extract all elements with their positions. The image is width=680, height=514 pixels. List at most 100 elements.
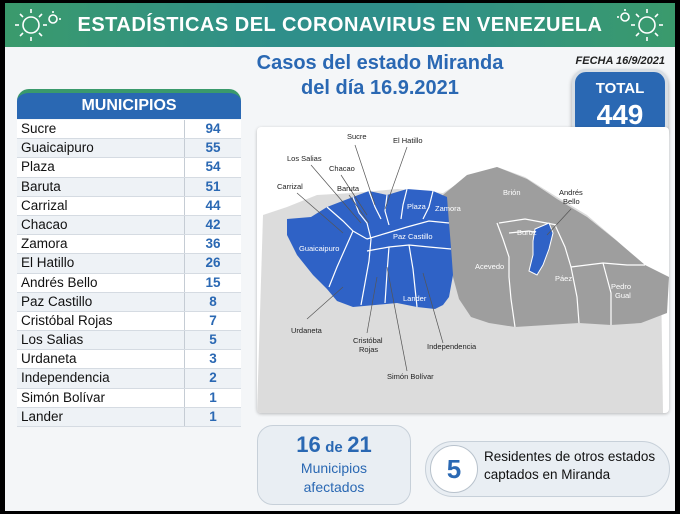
total-label: TOTAL [595,80,645,97]
afectados-total: 21 [347,432,372,457]
municipio-cases: 1 [209,408,217,424]
municipio-name: Baruta [17,177,185,196]
municipio-cases: 3 [209,351,217,367]
map-labels-inner: Plaza Zamora Guaicaipuro Paz Castillo La… [299,188,631,303]
table-row: Urdaneta 3 [17,350,241,370]
municipio-name: Simón Bolívar [17,388,185,407]
municipios-header: MUNICIPIOS [17,89,241,119]
map-label-simon-bolivar: Simón Bolívar [387,372,434,381]
map-labels: Sucre El Hatillo Los Salias Chacao Carri… [277,132,583,381]
municipio-name: Sucre [17,120,185,139]
map-label-buroz: Buroz [517,228,537,237]
infographic: ESTADÍSTICAS DEL CORONAVIRUS EN VENEZUEL… [5,3,675,511]
afectados-line-1: Municipios [300,460,368,476]
map-label-paz-castillo: Paz Castillo [393,232,433,241]
map-label-baruta: Baruta [337,184,360,193]
table-row: Lander 1 [17,407,241,427]
municipio-name: Carrizal [17,196,185,215]
map-label-pedro-gual-1: Pedro [611,282,631,291]
table-row: Carrizal 44 [17,196,241,216]
miranda-map: Sucre El Hatillo Los Salias Chacao Carri… [257,127,669,413]
map-label-zamora: Zamora [435,204,462,213]
map-label-brion: Brión [503,188,521,197]
municipio-name: Cristóbal Rojas [17,311,185,331]
table-row: Zamora 36 [17,235,241,255]
table-row: Independencia 2 [17,369,241,389]
municipio-name: Lander [17,407,185,426]
table-row: Los Salias 5 [17,331,241,351]
residentes-count: 5 [430,445,478,493]
table-row: Guaicaipuro 55 [17,139,241,159]
map-label-lander: Lander [403,294,427,303]
municipios-afectados-box: 16 de 21 Municipios afectados [257,425,411,505]
table-row: Sucre 94 [17,120,241,140]
table-row: Simón Bolívar 1 [17,388,241,408]
municipio-cases: 94 [205,121,221,136]
residentes-line-2: captados en Miranda [484,467,611,482]
map-leader-lines [296,144,572,372]
map-label-andres-bello-1: Andrés [559,188,583,197]
municipio-cases: 54 [205,159,221,175]
map-label-independencia: Independencia [427,342,477,351]
table-row: Baruta 51 [17,177,241,197]
municipio-name: Independencia [17,369,185,388]
municipio-name: Andrés Bello [17,273,185,292]
total-value: 449 [596,99,644,130]
residentes-line-1: Residentes de otros estados [484,449,656,464]
map-label-el-hatillo: El Hatillo [393,136,423,145]
afectados-count-line: 16 de 21 [258,432,410,458]
map-label-guaicaipuro: Guaicaipuro [299,244,339,253]
map-region-unaffected [443,167,669,327]
map-label-acevedo: Acevedo [475,262,504,271]
municipio-name: Chacao [17,215,185,235]
municipio-cases: 51 [205,178,221,194]
municipio-cases: 15 [205,274,221,290]
map-region-andres-bello [528,222,554,276]
banner: ESTADÍSTICAS DEL CORONAVIRUS EN VENEZUEL… [5,3,675,47]
municipio-cases: 55 [205,140,221,156]
afectados-line-2: afectados [303,479,365,495]
municipio-name: Plaza [17,158,185,177]
date-label: FECHA 16/9/2021 [575,55,665,67]
municipio-name: Los Salias [17,331,185,350]
municipio-name: Urdaneta [17,350,185,369]
municipio-cases: 2 [209,370,217,386]
map-borders-affected [326,188,452,308]
banner-title: ESTADÍSTICAS DEL CORONAVIRUS EN VENEZUEL… [77,14,603,36]
map-label-cristobal-rojas-1: Cristóbal [353,336,383,345]
table-row: Andrés Bello 15 [17,273,241,293]
map-label-sucre: Sucre [347,132,367,141]
municipio-cases: 7 [209,312,217,328]
afectados-de: de [325,439,343,456]
virus-icon [617,9,663,41]
map-label-carrizal: Carrizal [277,182,303,191]
table-row: Cristóbal Rojas 7 [17,311,241,332]
municipio-cases: 5 [209,332,217,348]
residentes-box: 5 Residentes de otros estados captados e… [425,441,670,497]
municipios-table: Sucre 94 Guaicaipuro 55 Plaza 54 Baruta 51 C… [17,120,241,427]
municipio-cases: 36 [205,236,221,252]
municipio-name: Zamora [17,235,185,254]
map-label-los-salias: Los Salias [287,154,322,163]
virus-icon [15,9,61,41]
subtitle-line-1: Casos del estado Miranda [256,52,504,74]
municipio-cases: 1 [209,389,217,405]
table-row: Paz Castillo 8 [17,292,241,312]
page-subtitle: Casos del estado Miranda del día 16.9.20… [245,51,515,101]
map-borders-unaffected [496,218,645,328]
municipio-cases: 44 [205,197,221,213]
municipio-cases: 26 [205,255,221,271]
municipio-cases: 8 [209,293,217,309]
map-label-cristobal-rojas-2: Rojas [359,345,378,354]
map-label-paez: Páez [555,274,572,283]
afectados-count: 16 [296,432,321,457]
table-row: Plaza 54 [17,158,241,178]
municipio-name: Paz Castillo [17,292,185,311]
municipio-name: Guaicaipuro [17,139,185,158]
municipio-name: El Hatillo [17,254,185,273]
map-label-chacao: Chacao [329,164,355,173]
table-row: Chacao 42 [17,215,241,236]
map-label-pedro-gual-2: Gual [615,291,631,300]
subtitle-line-2: del día 16.9.2021 [301,77,459,99]
municipio-cases: 42 [205,216,221,232]
